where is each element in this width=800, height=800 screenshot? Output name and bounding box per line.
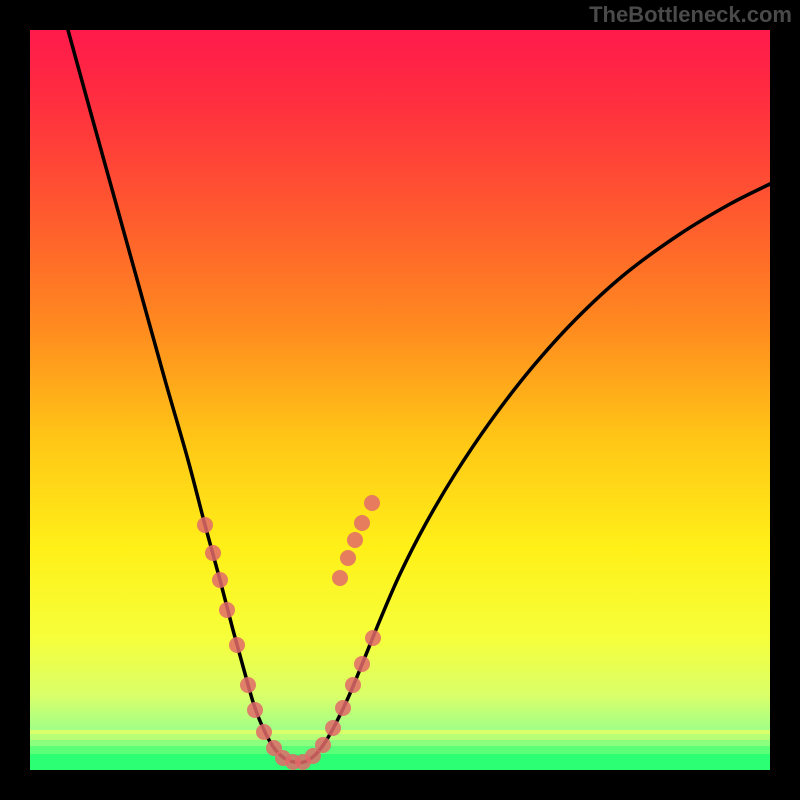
band [30,754,770,770]
marker-dot [325,720,341,736]
marker-dot [315,737,331,753]
marker-dot [335,700,351,716]
marker-dot [197,517,213,533]
plot-area [30,30,770,770]
band [30,730,770,734]
marker-dot [365,630,381,646]
marker-dot [219,602,235,618]
marker-dot [247,702,263,718]
marker-dot [345,677,361,693]
marker-dot [347,532,363,548]
marker-dot [340,550,356,566]
outer-frame: TheBottleneck.com [0,0,800,800]
bottom-bands [30,730,770,770]
marker-dot [240,677,256,693]
marker-dot [364,495,380,511]
marker-dot [256,724,272,740]
marker-dot [212,572,228,588]
bottleneck-chart-svg [30,30,770,770]
marker-dot [205,545,221,561]
marker-dot [229,637,245,653]
marker-dot [332,570,348,586]
band [30,734,770,740]
band [30,746,770,754]
watermark-text: TheBottleneck.com [589,2,792,28]
marker-dot [354,656,370,672]
marker-dot [354,515,370,531]
band [30,740,770,746]
gradient-background [30,30,770,770]
